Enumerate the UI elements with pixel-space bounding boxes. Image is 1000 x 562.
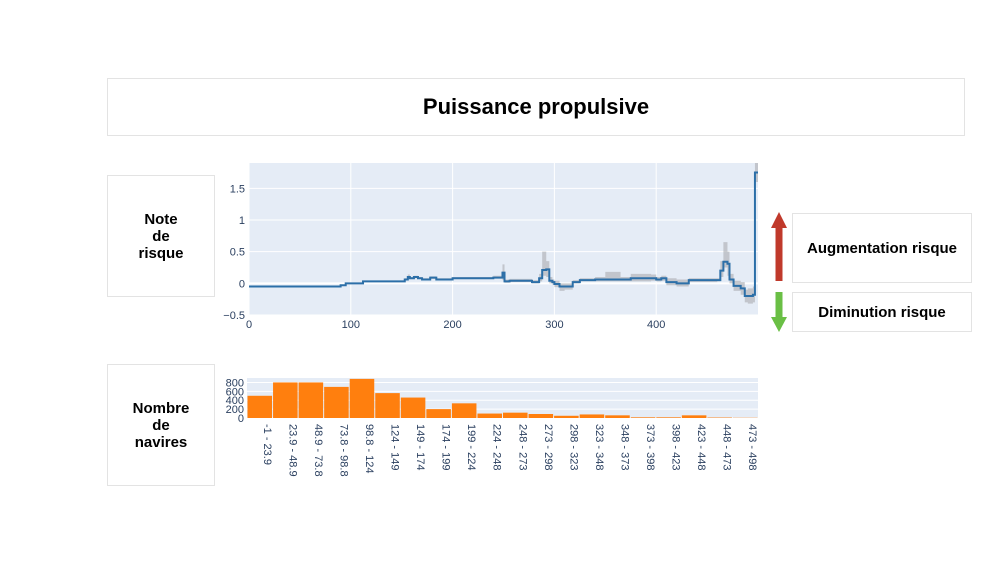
bar (528, 414, 554, 418)
x-tick-label: 300 (545, 319, 563, 331)
y-tick-label: 0.5 (230, 247, 245, 259)
bar (554, 415, 579, 418)
x-tick-label: 199 - 224 (465, 424, 477, 470)
page-title: Puissance propulsive (422, 94, 650, 119)
plot-background (247, 378, 758, 418)
y-tick-label: −0.5 (223, 310, 245, 322)
x-tick-label: 149 - 174 (414, 424, 426, 470)
decrease-arrow-icon (771, 292, 787, 332)
x-tick-label: 448 - 473 (721, 424, 733, 470)
x-tick-label: 423 - 448 (695, 424, 707, 470)
x-tick-label: 348 - 373 (618, 424, 630, 470)
x-tick-label: 298 - 323 (567, 424, 579, 470)
bar (247, 395, 273, 418)
bar (349, 378, 375, 418)
x-tick-label: 174 - 199 (440, 424, 452, 470)
count-label: Nombre de navires (132, 399, 190, 451)
decrease-risk-label-panel: Diminution risque (792, 292, 972, 332)
bar (477, 413, 502, 418)
y-tick-label: 1.5 (230, 183, 245, 195)
bar (656, 417, 681, 418)
bar (400, 397, 426, 418)
x-tick-label: 398 - 423 (670, 424, 682, 470)
bar (324, 386, 349, 418)
x-tick-label: 400 (647, 319, 665, 331)
x-tick-label: 200 (443, 319, 461, 331)
x-tick-label: 473 - 498 (746, 424, 758, 470)
risk-series-line (249, 171, 758, 297)
note-label: Note de risque (138, 210, 184, 262)
risk-arrows (771, 212, 787, 332)
x-tick-label: 248 - 273 (516, 424, 528, 470)
y-tick-label: 400 (226, 395, 244, 407)
decrease-risk-label: Diminution risque (818, 303, 946, 321)
y-tick-label: 0 (239, 278, 245, 290)
y-tick-label: 0 (238, 413, 244, 425)
note-label-panel: Note de risque (107, 175, 215, 297)
bar (503, 412, 528, 418)
risk-line-chart: 0 100 200 300 400−0.500.511.5 (223, 163, 758, 331)
bar (375, 393, 400, 418)
y-tick-label: 200 (226, 404, 244, 416)
x-tick-label: 224 - 248 (491, 424, 503, 470)
y-tick-label: 600 (226, 386, 244, 398)
bar (681, 415, 707, 418)
x-tick-label: 73.8 - 98.8 (337, 424, 349, 477)
x-tick-label: 23.9 - 48.9 (286, 424, 298, 477)
bar (298, 382, 324, 418)
x-tick-label: 373 - 398 (644, 424, 656, 470)
bar (630, 417, 656, 418)
increase-risk-label-panel: Augmentation risque (792, 213, 972, 283)
x-tick-label: 98.8 - 124 (363, 424, 375, 474)
x-tick-label: 48.9 - 73.8 (312, 424, 324, 477)
increase-risk-label: Augmentation risque (806, 239, 957, 257)
x-tick-label: 323 - 348 (593, 424, 605, 470)
count-label-panel: Nombre de navires (107, 364, 215, 486)
x-tick-label: 124 - 149 (389, 424, 401, 470)
bar (605, 415, 630, 418)
bar (426, 409, 451, 418)
x-tick-label: -1 - 23.9 (261, 424, 273, 465)
bar (273, 382, 298, 418)
title-panel: Puissance propulsive (107, 78, 965, 136)
bar (451, 403, 477, 418)
y-tick-label: 800 (226, 377, 244, 389)
plot-background (249, 163, 758, 315)
increase-arrow-icon (771, 212, 787, 281)
x-tick-label: 0 (246, 319, 252, 331)
bar (579, 414, 605, 418)
confidence-band (249, 163, 758, 304)
x-tick-label: 100 (342, 319, 360, 331)
y-tick-label: 1 (239, 215, 245, 227)
x-tick-label: 273 - 298 (542, 424, 554, 470)
